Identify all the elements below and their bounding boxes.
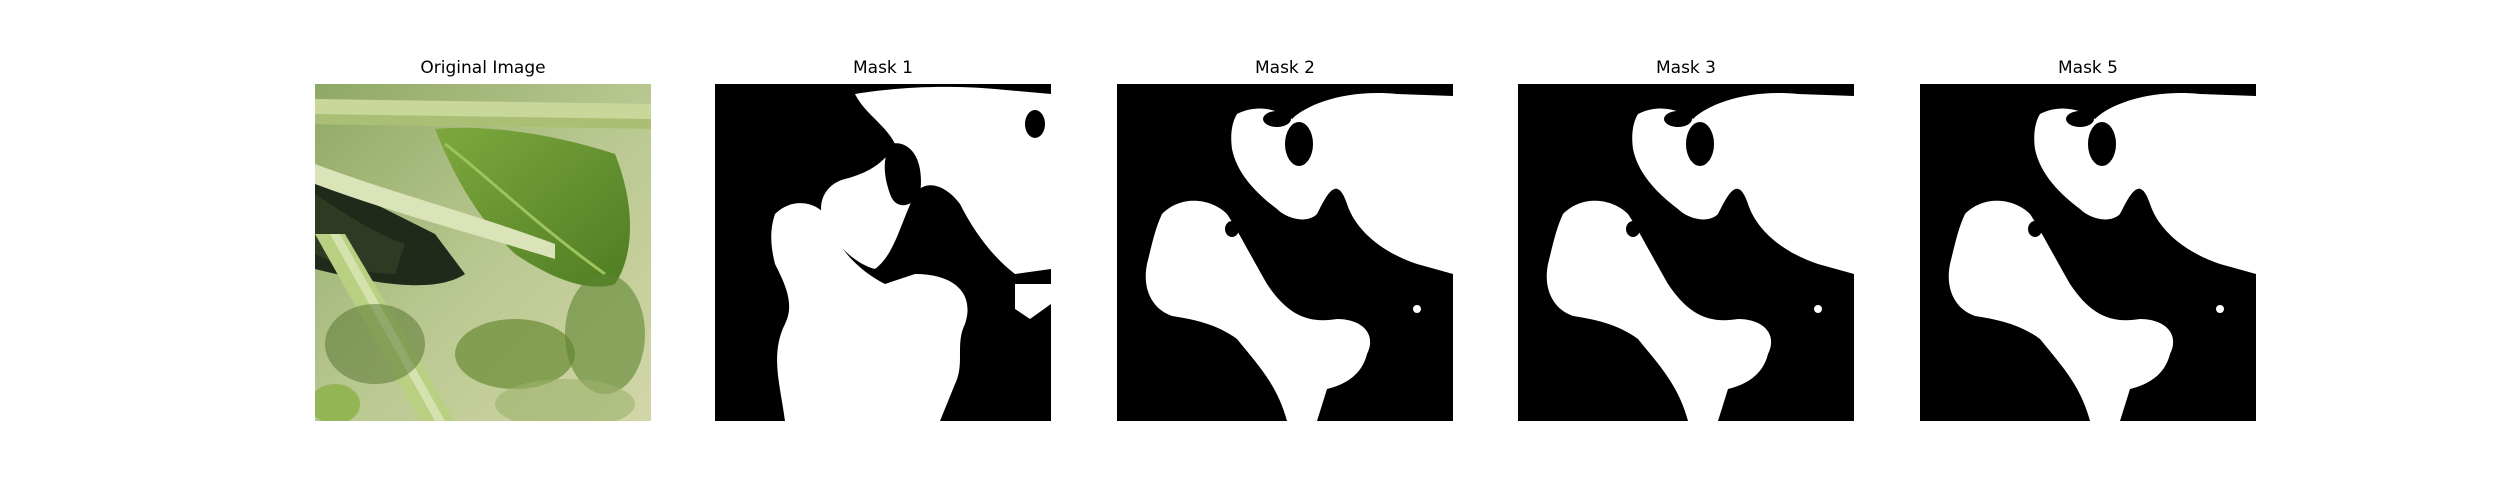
mask-image — [1920, 84, 2256, 421]
mask-image — [715, 84, 1051, 421]
panel-mask-3: Mask 3 — [1518, 0, 1854, 500]
panel-title: Original Image — [420, 58, 546, 78]
panel-title: Mask 1 — [852, 58, 913, 78]
mask-image — [1518, 84, 1854, 421]
original-image — [315, 84, 651, 421]
panel-title: Mask 5 — [2057, 58, 2118, 78]
panel-mask-1: Mask 1 — [715, 0, 1051, 500]
panel-mask-2: Mask 2 — [1117, 0, 1453, 500]
panel-title: Mask 3 — [1655, 58, 1716, 78]
panel-mask-5: Mask 5 — [1920, 0, 2256, 500]
mask-image — [1117, 84, 1453, 421]
panel-original-image: Original Image — [315, 0, 651, 500]
panel-title: Mask 2 — [1254, 58, 1315, 78]
